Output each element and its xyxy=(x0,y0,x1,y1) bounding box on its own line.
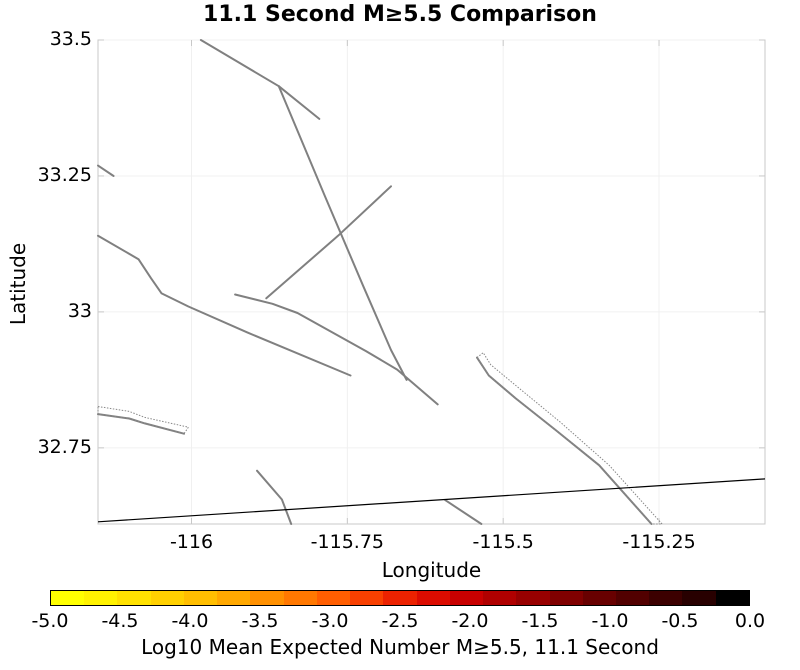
colorbar xyxy=(50,590,750,606)
y-tick-label: 33 xyxy=(67,299,92,322)
rupture-outline xyxy=(97,405,190,435)
colorbar-tick-label: -2.0 xyxy=(451,610,489,632)
x-tick-label: -115.25 xyxy=(622,531,696,553)
fault-trace xyxy=(277,85,408,381)
y-tick-label: 32.75 xyxy=(37,435,92,458)
colorbar-segment xyxy=(416,591,450,605)
colorbar-tick-label: -3.0 xyxy=(311,610,349,632)
colorbar-segment xyxy=(117,591,151,605)
colorbar-segment xyxy=(582,591,616,605)
y-axis-label: Latitude xyxy=(6,242,30,326)
colorbar-segment xyxy=(183,591,218,605)
fault-trace xyxy=(265,185,392,300)
map-frame xyxy=(97,39,766,525)
colorbar-tick-label: -4.0 xyxy=(171,610,209,632)
colorbar-segment xyxy=(549,591,583,605)
colorbar-segment xyxy=(350,591,384,605)
colorbar-segment xyxy=(150,591,184,605)
colorbar-tick-label: -1.5 xyxy=(521,610,559,632)
border-line-segment xyxy=(97,478,766,523)
x-axis-label: Longitude xyxy=(381,558,482,582)
colorbar-segment xyxy=(51,591,85,605)
colorbar-label: Log10 Mean Expected Number M≥5.5, 11.1 S… xyxy=(141,635,659,659)
colorbar-tick-label: 0.0 xyxy=(734,610,766,632)
x-tick-label: -115.5 xyxy=(472,531,534,553)
colorbar-tick-label: -1.0 xyxy=(591,610,629,632)
x-tick-label: -116 xyxy=(169,531,214,553)
colorbar-tick-label: -0.5 xyxy=(661,610,699,632)
colorbar-segment xyxy=(449,591,484,605)
colorbar-segment xyxy=(483,591,517,605)
x-tick-label: -115.75 xyxy=(310,531,385,553)
fault-trace xyxy=(97,164,115,177)
map-title: 11.1 Second M≥5.5 Comparison xyxy=(203,2,597,27)
gridlines xyxy=(98,39,765,524)
colorbar-segment xyxy=(682,591,716,605)
colorbar-segment xyxy=(615,591,650,605)
map-plot[interactable] xyxy=(0,0,800,590)
y-tick-label: 33.25 xyxy=(37,163,92,186)
colorbar-segment xyxy=(283,591,317,605)
colorbar-segment xyxy=(316,591,351,605)
colorbar-tick-label: -4.5 xyxy=(101,610,139,632)
fault-trace xyxy=(234,293,439,406)
fault-trace xyxy=(256,469,293,525)
colorbar-tick-label: -5.0 xyxy=(31,610,69,632)
colorbar-segment xyxy=(250,591,284,605)
fault-trace xyxy=(97,234,352,377)
colorbar-segment xyxy=(217,591,251,605)
rupture-outlines xyxy=(97,351,664,525)
colorbar-segment xyxy=(649,591,683,605)
colorbar-segment xyxy=(84,591,118,605)
colorbar-segment xyxy=(383,591,417,605)
colorbar-tick-label: -2.5 xyxy=(381,610,419,632)
colorbar-segment xyxy=(715,591,749,605)
colorbar-segment xyxy=(516,591,550,605)
border-line xyxy=(97,478,766,523)
rupture-outline xyxy=(476,351,664,525)
fault-trace xyxy=(444,499,483,525)
y-tick-label: 33.5 xyxy=(49,28,92,50)
colorbar-tick-label: -3.5 xyxy=(241,610,279,632)
